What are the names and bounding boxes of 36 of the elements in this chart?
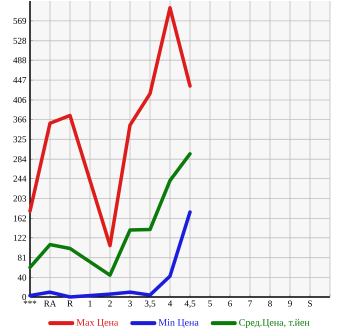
line-series bbox=[28, 152, 192, 277]
line-series bbox=[28, 210, 192, 299]
x-tick-label: 2 bbox=[108, 300, 112, 306]
x-tick-label: *** bbox=[24, 300, 36, 304]
y-tick-label: 40 bbox=[18, 274, 26, 281]
x-tick-label: 3,5 bbox=[144, 300, 156, 308]
x-tick-label: 7 bbox=[248, 300, 252, 306]
legend-label: Сред.Цена, т.йен bbox=[239, 318, 310, 328]
y-tick-label: 81 bbox=[18, 254, 26, 261]
y-tick-label: 447 bbox=[13, 77, 26, 84]
x-tick-label: R bbox=[67, 300, 73, 306]
y-tick-label: 488 bbox=[13, 57, 26, 64]
y-tick-label: 203 bbox=[13, 195, 26, 202]
y-tick-label: 0 bbox=[22, 294, 26, 300]
y-tick-label: 528 bbox=[14, 38, 26, 44]
y-tick-label: 122 bbox=[14, 234, 26, 241]
x-tick-label: 4,5 bbox=[184, 300, 196, 308]
x-tick-label: 8 bbox=[268, 300, 272, 307]
y-tick-label: 244 bbox=[13, 176, 26, 182]
legend-label: Min Цена bbox=[158, 319, 199, 328]
x-tick-label: 1 bbox=[88, 300, 92, 306]
x-tick-label: S bbox=[308, 300, 312, 307]
x-tick-label: 9 bbox=[288, 300, 292, 307]
x-tick-label: 3 bbox=[128, 300, 132, 307]
x-tick-label: 4 bbox=[168, 300, 172, 306]
x-tick-label: 6 bbox=[228, 300, 232, 307]
y-tick-label: 162 bbox=[14, 215, 26, 222]
x-tick-label: RA bbox=[44, 300, 56, 306]
y-tick-label: 366 bbox=[13, 116, 26, 122]
line-series bbox=[28, 6, 192, 248]
y-tick-label: 325 bbox=[13, 136, 26, 142]
legend-label: Max Цена bbox=[76, 319, 118, 328]
y-tick-label: 284 bbox=[13, 156, 26, 162]
x-tick-label: 5 bbox=[208, 300, 212, 306]
y-tick-label: 406 bbox=[13, 96, 26, 104]
y-tick-label: 569 bbox=[14, 18, 26, 24]
